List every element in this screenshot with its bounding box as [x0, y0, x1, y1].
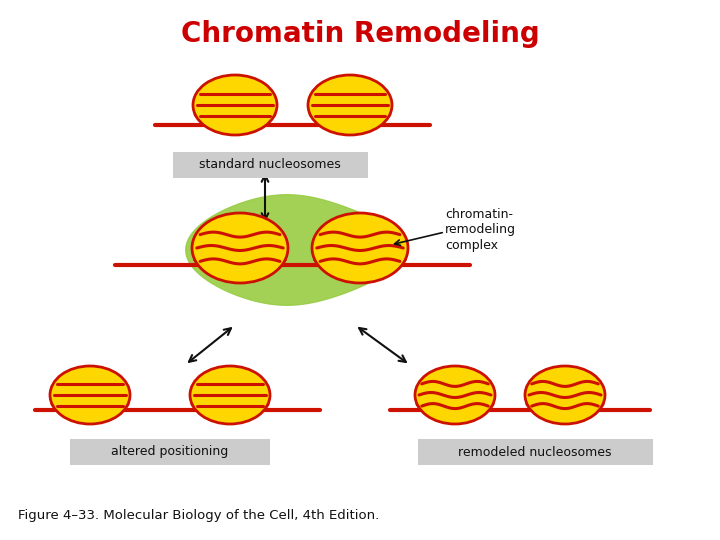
Ellipse shape	[308, 75, 392, 135]
FancyBboxPatch shape	[70, 439, 270, 465]
Ellipse shape	[415, 366, 495, 424]
Text: standard nucleosomes: standard nucleosomes	[199, 159, 341, 172]
Ellipse shape	[52, 394, 128, 413]
Ellipse shape	[192, 394, 268, 413]
Ellipse shape	[50, 366, 130, 424]
Text: Chromatin Remodeling: Chromatin Remodeling	[181, 20, 539, 48]
Ellipse shape	[192, 213, 288, 283]
Ellipse shape	[315, 247, 405, 270]
Text: remodeled nucleosomes: remodeled nucleosomes	[458, 446, 612, 458]
Ellipse shape	[190, 366, 270, 424]
Text: chromatin-
remodeling
complex: chromatin- remodeling complex	[445, 208, 516, 252]
Ellipse shape	[525, 366, 605, 424]
Text: Figure 4–33. Molecular Biology of the Cell, 4th Edition.: Figure 4–33. Molecular Biology of the Ce…	[18, 509, 379, 522]
Ellipse shape	[193, 75, 277, 135]
Text: altered positioning: altered positioning	[112, 446, 229, 458]
Ellipse shape	[195, 104, 275, 124]
FancyBboxPatch shape	[418, 439, 652, 465]
Ellipse shape	[527, 394, 603, 413]
Polygon shape	[186, 195, 404, 305]
Ellipse shape	[417, 394, 493, 413]
Ellipse shape	[312, 213, 408, 283]
Ellipse shape	[194, 247, 286, 270]
FancyBboxPatch shape	[173, 152, 367, 178]
Ellipse shape	[310, 104, 390, 124]
